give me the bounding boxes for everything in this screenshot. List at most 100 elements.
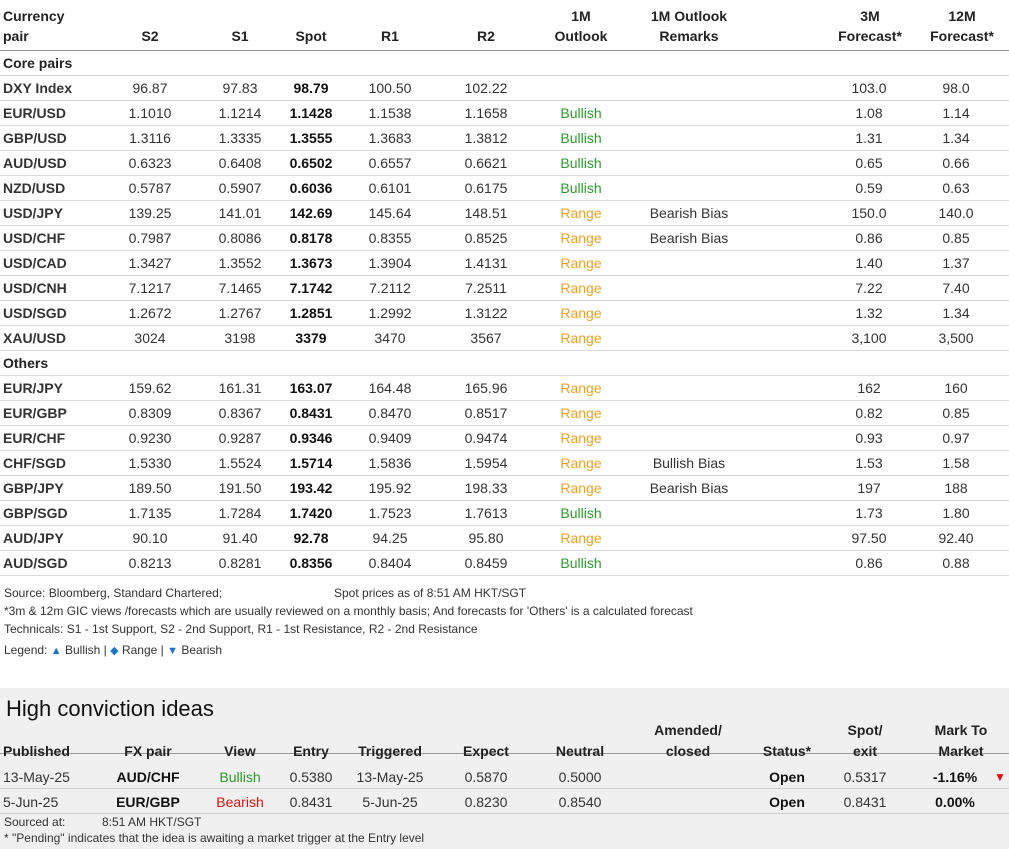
legend-sep-2: |	[160, 643, 164, 657]
r1-cell: 3470	[374, 330, 406, 346]
hc-header-published: Published	[3, 743, 70, 759]
spot-cell: 0.8431	[289, 405, 333, 421]
spot-cell: 98.79	[293, 80, 329, 96]
f12m-cell: 7.40	[942, 280, 970, 296]
hc-status-cell: Open	[769, 769, 805, 785]
down-arrow-icon	[992, 790, 1008, 814]
outlook-cell: Bullish	[560, 155, 602, 171]
legend-range: Range	[121, 643, 158, 657]
outlook-cell: Range	[560, 330, 602, 346]
hc-expect-cell: 0.8230	[464, 794, 508, 810]
s1-cell: 0.6408	[218, 155, 262, 171]
s2-cell: 1.3427	[128, 255, 172, 271]
remarks-cell	[630, 101, 748, 126]
s2-cell: 1.3116	[129, 130, 171, 146]
pair-cell: USD/CNH	[3, 280, 67, 296]
outlook-cell: Range	[560, 430, 602, 446]
hc-header-view: View	[224, 743, 256, 759]
remarks-cell	[630, 401, 748, 426]
s1-cell: 1.2767	[218, 305, 262, 321]
f12m-cell: 1.37	[942, 255, 970, 271]
f3m-cell: 97.50	[851, 530, 887, 546]
f3m-cell: 1.31	[855, 130, 883, 146]
r2-cell: 198.33	[464, 480, 508, 496]
s1-cell: 1.1214	[218, 105, 262, 121]
f3m-cell: 1.08	[855, 105, 883, 121]
r1-cell: 0.8404	[368, 555, 412, 571]
remarks-cell	[630, 126, 748, 151]
f3m-cell: 0.82	[855, 405, 883, 421]
f3m-cell: 0.86	[855, 555, 883, 571]
r2-cell: 0.8525	[464, 230, 508, 246]
outlook-cell: Range	[560, 455, 602, 471]
r2-cell: 0.6621	[464, 155, 508, 171]
s2-cell: 139.25	[128, 205, 172, 221]
r2-cell: 1.1658	[464, 105, 508, 121]
r2-cell: 1.3812	[464, 130, 508, 146]
hc-table-row: 5-Jun-25 EUR/GBP Bearish 0.8431 5-Jun-25 0.82…	[0, 790, 1009, 814]
s2-cell: 189.50	[128, 480, 172, 496]
header-currency: Currency	[3, 8, 65, 24]
table-row: GBP/SGD 1.7135 1.7284 1.7420 1.7523 1.7613 Bul…	[0, 501, 1009, 526]
r1-cell: 145.64	[368, 205, 412, 221]
spot-cell: 193.42	[289, 480, 333, 496]
outlook-cell: Bullish	[560, 130, 602, 146]
hc-triggered-cell: 13-May-25	[356, 769, 424, 785]
outlook-cell: Range	[560, 405, 602, 421]
remarks-cell	[630, 501, 748, 526]
spot-cell: 1.7420	[289, 505, 333, 521]
spot-cell: 1.2851	[289, 305, 333, 321]
s2-cell: 1.7135	[128, 505, 172, 521]
spot-time-note: Spot prices as of 8:51 AM HKT/SGT	[334, 586, 527, 600]
table-row: EUR/GBP 0.8309 0.8367 0.8431 0.8470 0.8517 Ran…	[0, 401, 1009, 426]
hc-header-status: Status*	[762, 743, 812, 759]
outlook-cell: Range	[560, 530, 602, 546]
outlook-cell: Range	[560, 305, 602, 321]
f3m-cell: 197	[857, 480, 881, 496]
f12m-cell: 0.88	[942, 555, 970, 571]
hc-header-pair: FX pair	[124, 743, 172, 759]
pair-cell: AUD/USD	[3, 155, 67, 171]
outlook-cell: Range	[560, 230, 602, 246]
pending-note: * "Pending" indicates that the idea is a…	[4, 831, 425, 845]
f12m-cell: 140.0	[938, 205, 974, 221]
r2-cell: 0.9474	[464, 430, 508, 446]
s1-cell: 0.9287	[218, 430, 262, 446]
hc-header-amended: Amended/	[654, 722, 722, 738]
legend: Legend: ▲ Bullish | ◆ Range | ▼ Bearish	[4, 643, 222, 657]
remarks-cell	[630, 151, 748, 176]
outlook-cell: Bullish	[560, 555, 602, 571]
s1-cell: 191.50	[218, 480, 262, 496]
r1-cell: 0.8470	[368, 405, 412, 421]
remarks-cell	[630, 276, 748, 301]
hc-neutral-cell: 0.5000	[558, 769, 602, 785]
f12m-cell: 0.63	[942, 180, 970, 196]
s1-cell: 3198	[224, 330, 256, 346]
s2-cell: 0.8213	[128, 555, 172, 571]
r1-cell: 1.1538	[368, 105, 412, 121]
f12m-cell: 0.85	[942, 230, 970, 246]
hc-header-neutral: Neutral	[555, 743, 605, 759]
r2-cell: 3567	[470, 330, 502, 346]
s2-cell: 1.2672	[128, 305, 172, 321]
f3m-cell: 3,100	[851, 330, 887, 346]
table-row: DXY Index 96.87 97.83 98.79 100.50 102.22 103.…	[0, 76, 1009, 101]
table-row: USD/CNH 7.1217 7.1465 7.1742 7.2112 7.2511 Ran…	[0, 276, 1009, 301]
pair-cell: USD/CHF	[3, 230, 66, 246]
table-row: USD/CAD 1.3427 1.3552 1.3673 1.3904 1.4131 Ran…	[0, 251, 1009, 276]
table-row: AUD/USD 0.6323 0.6408 0.6502 0.6557 0.6621 Bul…	[0, 151, 1009, 176]
r2-cell: 165.96	[464, 380, 508, 396]
section-core-pairs: Core pairs	[0, 51, 1009, 76]
s2-cell: 159.62	[128, 380, 172, 396]
header-spot: Spot	[295, 28, 327, 44]
r2-cell: 1.5954	[464, 455, 508, 471]
f12m-cell: 1.34	[942, 130, 970, 146]
s2-cell: 7.1217	[128, 280, 172, 296]
table-row: XAU/USD 3024 3198 3379 3470 3567 Range 3,100 3,5…	[0, 326, 1009, 351]
f12m-cell: 0.97	[942, 430, 970, 446]
spot-cell: 1.3673	[289, 255, 333, 271]
spot-cell: 0.9346	[289, 430, 333, 446]
s1-cell: 1.5524	[218, 455, 262, 471]
hc-entry-cell: 0.8431	[289, 794, 333, 810]
table-row: USD/SGD 1.2672 1.2767 1.2851 1.2992 1.3122 Ran…	[0, 301, 1009, 326]
